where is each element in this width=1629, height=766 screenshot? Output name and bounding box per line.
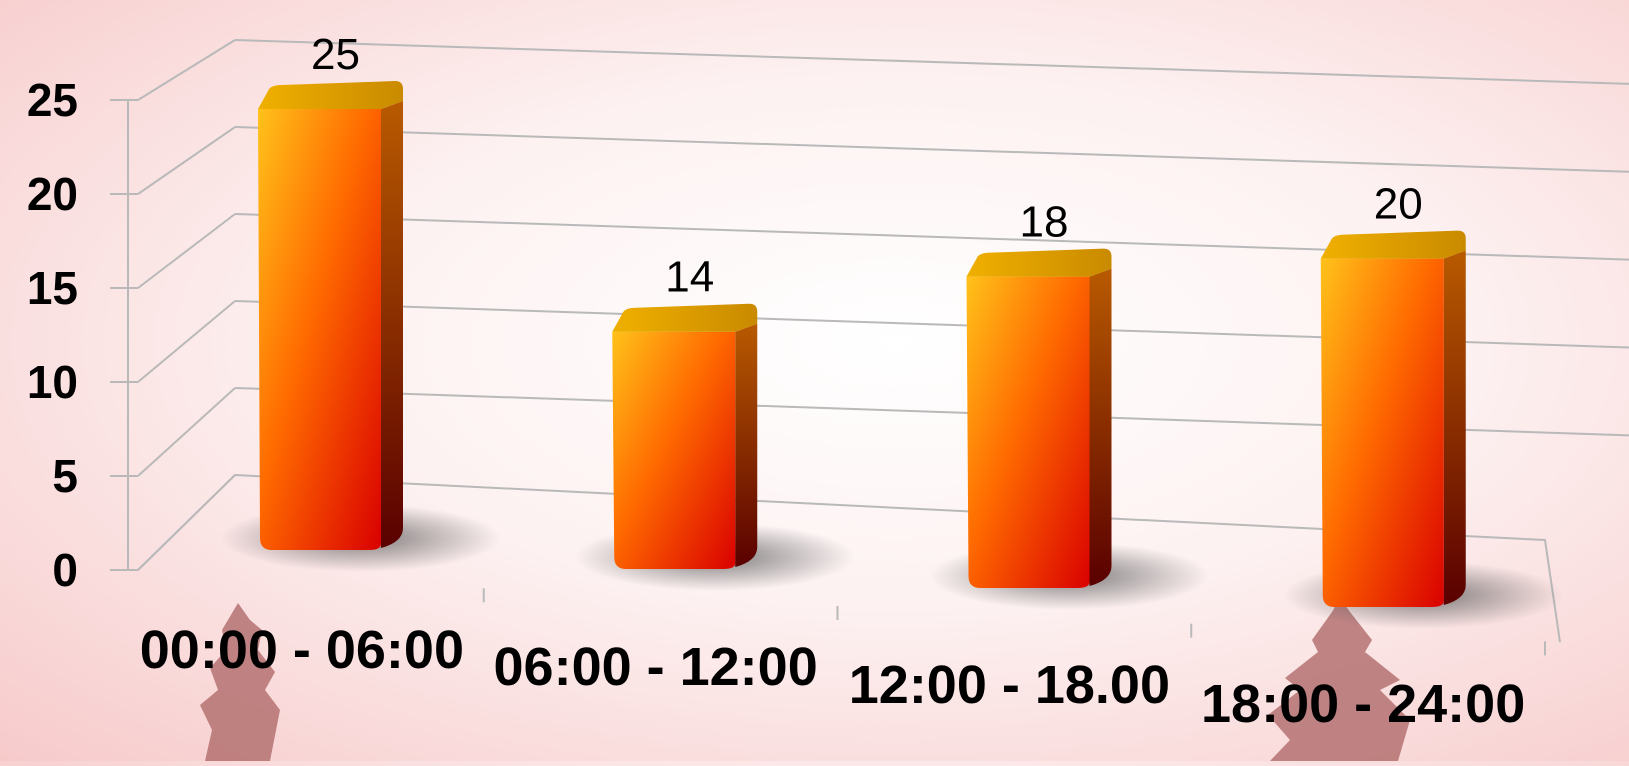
- x-tick-label: 18:00 - 24:00: [1201, 674, 1525, 734]
- data-label: 25: [311, 30, 360, 79]
- y-tick-label: 15: [27, 262, 78, 314]
- bar-top: [612, 303, 758, 332]
- data-label: 20: [1374, 180, 1423, 229]
- watermark-silhouettes: [200, 598, 1410, 761]
- bar-side: [1443, 250, 1466, 605]
- bar-top: [1320, 230, 1466, 259]
- bar-top: [258, 81, 403, 109]
- data-label: 18: [1020, 198, 1069, 247]
- bar: [1320, 258, 1444, 607]
- side-gridline: [137, 300, 236, 383]
- pagoda-watermark-right: [1268, 598, 1410, 761]
- bars: 25 14 18 20: [220, 30, 1564, 629]
- side-gridline: [137, 126, 236, 195]
- x-tick-label: 06:00 - 12:00: [494, 637, 818, 697]
- x-axis: 00:00 - 06:00 06:00 - 12:00 12:00 - 18.00 1…: [140, 588, 1546, 734]
- y-tick-label: 5: [52, 450, 78, 502]
- bar-top: [966, 248, 1112, 277]
- back-gridline: [234, 39, 1629, 85]
- bar: [258, 109, 381, 550]
- y-tick-label: 20: [27, 168, 78, 220]
- side-gridline: [137, 387, 236, 477]
- bar-side: [381, 101, 403, 548]
- y-tick-label: 10: [27, 356, 78, 408]
- bar-side: [1089, 268, 1112, 586]
- x-tick-label: 12:00 - 18.00: [849, 655, 1170, 715]
- bar-side: [735, 323, 758, 567]
- pagoda-watermark-left: [200, 603, 280, 761]
- y-tick-label: 25: [27, 74, 78, 126]
- x-tick-label: 00:00 - 06:00: [140, 620, 464, 680]
- y-axis: 0 5 10 15 20 25: [27, 74, 138, 596]
- bar: [612, 331, 736, 569]
- y-tick-label: 0: [52, 544, 78, 596]
- side-gridline: [137, 39, 236, 101]
- back-gridline: [234, 126, 1629, 173]
- side-gridline: [137, 213, 236, 289]
- data-label: 14: [665, 253, 714, 302]
- bar: [966, 276, 1090, 588]
